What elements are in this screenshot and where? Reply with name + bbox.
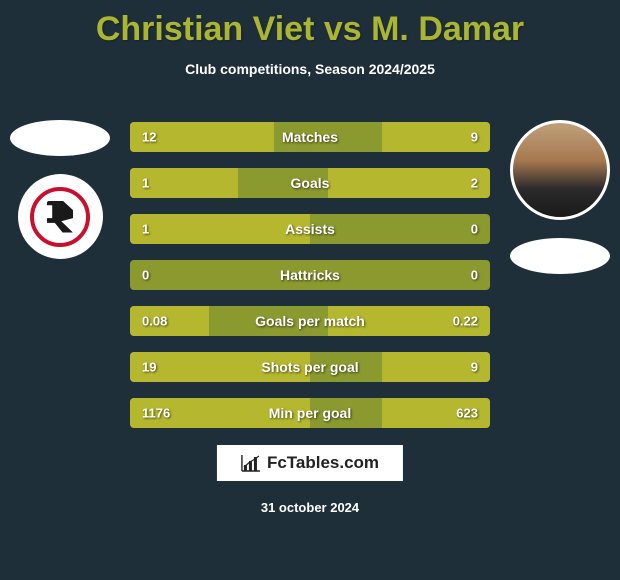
stat-value-right: 0 [471,268,478,283]
player-left-avatar-placeholder [10,120,110,156]
stat-value-left: 1176 [142,406,170,421]
comparison-subtitle: Club competitions, Season 2024/2025 [0,61,620,77]
stat-value-right: 0 [471,222,478,237]
stat-label: Shots per goal [261,359,358,375]
player-left-club-logo [18,174,103,259]
stat-label: Min per goal [269,405,351,421]
stat-row: 1 0 Assists [130,214,490,244]
stat-label: Hattricks [280,267,340,283]
stat-value-left: 12 [142,130,156,145]
stat-value-left: 1 [142,222,149,237]
club-logo-icon [30,187,90,247]
player-right-club-logo-placeholder [510,238,610,274]
stat-row: 0 0 Hattricks [130,260,490,290]
chart-icon [241,454,261,472]
stat-row: 1 2 Goals [130,168,490,198]
snapshot-date: 31 october 2024 [261,500,359,515]
stat-label: Assists [285,221,335,237]
stat-row: 1176 623 Min per goal [130,398,490,428]
stat-label: Goals [291,175,330,191]
stat-label: Matches [282,129,338,145]
stat-value-left: 19 [142,360,156,375]
stat-value-left: 1 [142,176,149,191]
stat-label: Goals per match [255,313,365,329]
stat-fill-left [130,214,310,244]
player-right-column [510,120,610,274]
player-right-avatar [510,120,610,220]
stat-value-left: 0.08 [142,314,167,329]
stat-row: 19 9 Shots per goal [130,352,490,382]
branding-text: FcTables.com [267,453,379,473]
stat-value-left: 0 [142,268,149,283]
stat-value-right: 9 [471,130,478,145]
branding-badge: FcTables.com [217,445,403,481]
player-left-column [10,120,110,259]
stat-fill-right [328,168,490,198]
stat-value-right: 0.22 [453,314,478,329]
stat-bars: 129Matches12Goals10Assists00Hattricks0.0… [130,122,490,444]
stat-value-right: 623 [456,406,478,421]
comparison-title: Christian Viet vs M. Damar [0,0,620,49]
stat-row: 0.08 0.22 Goals per match [130,306,490,336]
stat-value-right: 9 [471,360,478,375]
stat-row: 12 9 Matches [130,122,490,152]
stat-value-right: 2 [471,176,478,191]
